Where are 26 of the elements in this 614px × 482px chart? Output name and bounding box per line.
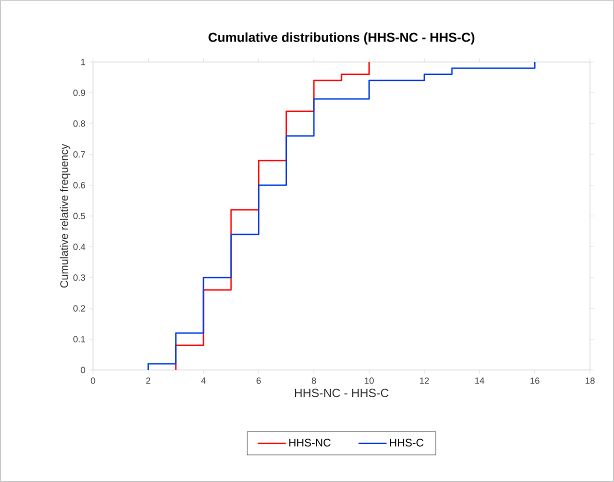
y-tick-label: 0.8 [73,120,86,127]
chart-title: Cumulative distributions (HHS-NC - HHS-C) [208,32,474,44]
x-axis-title: HHS-NC - HHS-C [295,388,389,398]
x-tick-label: 18 [586,378,595,384]
y-tick-label: 0.4 [73,244,86,250]
x-tick-label: 10 [364,378,374,384]
x-tick-label: 0 [90,378,96,384]
x-tick-label: 2 [146,378,150,384]
legend-label: HHS-NC [289,438,331,447]
x-tick-label: 4 [201,378,206,384]
y-tick-label: 0.2 [73,305,86,312]
y-tick-label: 0.7 [73,151,86,158]
y-axis-title: Cumulative relative frequency [60,144,70,288]
x-tick-label: 8 [312,378,316,384]
x-tick-label: 6 [256,378,261,384]
y-tick-label: 0.1 [73,336,86,342]
legend-label: HHS-C [390,438,424,447]
y-tick-label: 0.6 [73,182,86,188]
y-tick-label: 0.3 [73,274,86,281]
y-tick-label: 1 [81,58,86,66]
y-tick-label: 0 [80,366,86,374]
x-tick-label: 14 [475,378,484,384]
x-tick-label: 16 [530,378,540,384]
x-tick-label: 12 [420,378,429,384]
y-tick-label: 0.9 [73,90,86,96]
y-tick-label: 0.5 [73,212,86,220]
